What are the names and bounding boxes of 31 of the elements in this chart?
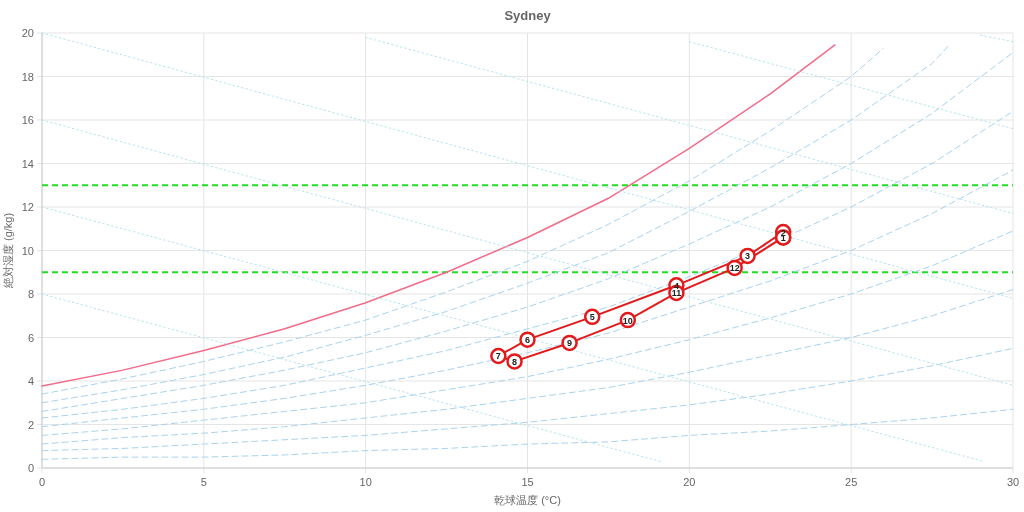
- x-axis-title: 乾球温度 (°C): [494, 494, 561, 506]
- annotation: 5: [589, 312, 595, 323]
- x-tick-label: 15: [521, 476, 534, 488]
- y-tick-label: 18: [21, 70, 34, 83]
- annotation: 10: [622, 315, 633, 326]
- annotation: 6: [524, 335, 531, 346]
- y-tick-label: 4: [27, 375, 34, 387]
- y-tick-label: 10: [21, 244, 34, 257]
- annotation: 3: [745, 251, 751, 262]
- annotation: 8: [512, 356, 518, 367]
- x-tick-label: 20: [683, 476, 696, 488]
- y-axis-title: 絶対湿度 (g/kg): [2, 212, 14, 290]
- x-tick-label: 30: [1006, 476, 1020, 488]
- y-tick-label: 16: [21, 114, 34, 126]
- annotation: 11: [671, 288, 682, 299]
- x-tick-label: 0: [38, 476, 46, 488]
- y-tick-label: 6: [27, 331, 34, 344]
- x-tick-label: 10: [359, 476, 372, 488]
- y-tick-label: 2: [27, 418, 34, 431]
- x-tick-label: 25: [845, 476, 858, 488]
- annotation: 12: [729, 263, 740, 274]
- chart-title: Sydney: [504, 8, 552, 23]
- annotation: 4: [673, 280, 679, 291]
- y-tick-label: 14: [21, 157, 34, 170]
- y-tick-label: 20: [21, 27, 34, 39]
- annotation: 9: [567, 338, 573, 349]
- y-tick-label: 12: [21, 201, 34, 213]
- annotation: 7: [495, 351, 501, 362]
- y-tick-label: 8: [27, 288, 34, 300]
- x-tick-label: 5: [200, 476, 207, 488]
- y-tick-label: 0: [27, 462, 34, 474]
